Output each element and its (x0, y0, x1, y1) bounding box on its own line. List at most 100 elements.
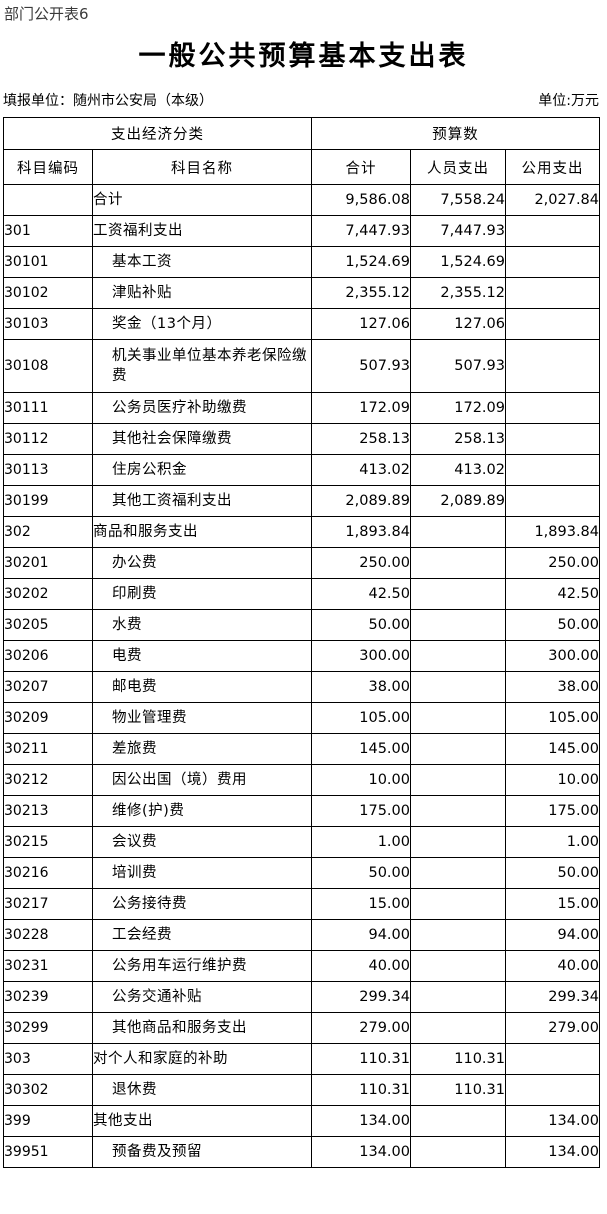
cell-subject-code: 30209 (3, 702, 93, 734)
header-group-expenditure-class: 支出经济分类 (3, 117, 312, 150)
cell-public-expense: 50.00 (504, 857, 601, 889)
cell-total: 2,089.89 (311, 485, 411, 517)
cell-subject-code: 30217 (3, 888, 93, 920)
cell-subject-code: 30231 (3, 950, 93, 982)
cell-subject-name: 公务接待费 (92, 888, 312, 920)
cell-total: 10.00 (311, 764, 411, 796)
cell-public-expense (504, 392, 601, 424)
cell-total: 15.00 (311, 888, 411, 920)
cell-total: 300.00 (311, 640, 411, 672)
cell-personnel-expense (410, 640, 506, 672)
table-row: 39951 预备费及预留 134.00 134.00 (3, 1136, 601, 1168)
cell-total: 172.09 (311, 392, 411, 424)
table-row: 30112 其他社会保障缴费 258.13 258.13 (3, 423, 601, 455)
cell-total: 250.00 (311, 547, 411, 579)
budget-table-container: 支出经济分类 预算数 科目编码 科目名称 合计 人员支出 公用支出 合计 9,58… (3, 117, 601, 1168)
cell-subject-name: 其他商品和服务支出 (92, 1012, 312, 1044)
column-header-code: 科目编码 (3, 149, 93, 185)
header-group-row: 支出经济分类 预算数 (3, 117, 601, 150)
cell-public-expense: 299.34 (504, 981, 601, 1013)
cell-personnel-expense (410, 702, 506, 734)
cell-subject-name: 其他支出 (92, 1105, 312, 1137)
cell-total: 94.00 (311, 919, 411, 951)
table-row: 30212 因公出国（境）费用 10.00 10.00 (3, 764, 601, 796)
table-row: 303 对个人和家庭的补助 110.31 110.31 (3, 1043, 601, 1075)
cell-personnel-expense: 258.13 (410, 423, 506, 455)
cell-subject-code: 30228 (3, 919, 93, 951)
cell-personnel-expense: 507.93 (410, 339, 506, 393)
cell-total: 1,524.69 (311, 246, 411, 278)
cell-public-expense: 42.50 (504, 578, 601, 610)
cell-total: 145.00 (311, 733, 411, 765)
cell-subject-code: 301 (3, 215, 93, 247)
table-row: 30211 差旅费 145.00 145.00 (3, 733, 601, 765)
cell-public-expense: 94.00 (504, 919, 601, 951)
table-row: 30205 水费 50.00 50.00 (3, 609, 601, 641)
cell-total: 105.00 (311, 702, 411, 734)
cell-total: 507.93 (311, 339, 411, 393)
table-row: 30302 退休费 110.31 110.31 (3, 1074, 601, 1106)
cell-subject-name: 物业管理费 (92, 702, 312, 734)
table-row: 30215 会议费 1.00 1.00 (3, 826, 601, 858)
cell-personnel-expense (410, 578, 506, 610)
cell-subject-name: 津贴补贴 (92, 277, 312, 309)
table-row: 30108 机关事业单位基本养老保险缴费 507.93 507.93 (3, 339, 601, 393)
cell-personnel-expense (410, 888, 506, 920)
cell-personnel-expense: 2,089.89 (410, 485, 506, 517)
cell-personnel-expense: 110.31 (410, 1074, 506, 1106)
cell-subject-name: 会议费 (92, 826, 312, 858)
cell-subject-name: 维修(护)费 (92, 795, 312, 827)
table-row: 30228 工会经费 94.00 94.00 (3, 919, 601, 951)
table-row: 30113 住房公积金 413.02 413.02 (3, 454, 601, 486)
cell-personnel-expense: 1,524.69 (410, 246, 506, 278)
cell-personnel-expense (410, 764, 506, 796)
table-row: 30202 印刷费 42.50 42.50 (3, 578, 601, 610)
cell-personnel-expense (410, 919, 506, 951)
header-column-row: 科目编码 科目名称 合计 人员支出 公用支出 (3, 149, 601, 185)
cell-public-expense (504, 1074, 601, 1106)
cell-total: 134.00 (311, 1105, 411, 1137)
cell-personnel-expense: 7,447.93 (410, 215, 506, 247)
cell-total: 50.00 (311, 609, 411, 641)
cell-total: 279.00 (311, 1012, 411, 1044)
form-code-label: 部门公开表6 (4, 5, 89, 23)
cell-personnel-expense (410, 1136, 506, 1168)
table-row: 30102 津贴补贴 2,355.12 2,355.12 (3, 277, 601, 309)
cell-total: 7,447.93 (311, 215, 411, 247)
cell-subject-name: 差旅费 (92, 733, 312, 765)
cell-personnel-expense (410, 671, 506, 703)
cell-public-expense (504, 246, 601, 278)
subheader-row: 填报单位：随州市公安局（本级） 单位:万元 (0, 90, 607, 114)
cell-subject-name: 退休费 (92, 1074, 312, 1106)
cell-subject-code: 30199 (3, 485, 93, 517)
cell-public-expense: 1.00 (504, 826, 601, 858)
table-row: 30103 奖金（13个月） 127.06 127.06 (3, 308, 601, 340)
cell-subject-name: 其他社会保障缴费 (92, 423, 312, 455)
table-row: 30206 电费 300.00 300.00 (3, 640, 601, 672)
table-row: 30207 邮电费 38.00 38.00 (3, 671, 601, 703)
cell-subject-code: 302 (3, 516, 93, 548)
cell-subject-name: 工资福利支出 (92, 215, 312, 247)
cell-public-expense: 105.00 (504, 702, 601, 734)
cell-public-expense: 10.00 (504, 764, 601, 796)
cell-public-expense: 175.00 (504, 795, 601, 827)
cell-personnel-expense (410, 950, 506, 982)
cell-subject-code: 30207 (3, 671, 93, 703)
cell-personnel-expense (410, 547, 506, 579)
cell-subject-code: 30299 (3, 1012, 93, 1044)
cell-public-expense: 15.00 (504, 888, 601, 920)
cell-subject-code: 30103 (3, 308, 93, 340)
cell-total: 127.06 (311, 308, 411, 340)
cell-public-expense (504, 1043, 601, 1075)
cell-subject-code: 30112 (3, 423, 93, 455)
column-header-public: 公用支出 (504, 149, 601, 185)
cell-personnel-expense (410, 981, 506, 1013)
table-row: 30213 维修(护)费 175.00 175.00 (3, 795, 601, 827)
cell-total: 2,355.12 (311, 277, 411, 309)
cell-subject-code: 30212 (3, 764, 93, 796)
cell-personnel-expense: 413.02 (410, 454, 506, 486)
cell-subject-name: 商品和服务支出 (92, 516, 312, 548)
cell-personnel-expense (410, 857, 506, 889)
table-row: 30299 其他商品和服务支出 279.00 279.00 (3, 1012, 601, 1044)
cell-subject-code: 30202 (3, 578, 93, 610)
